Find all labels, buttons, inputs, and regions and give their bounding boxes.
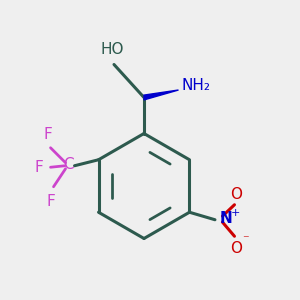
Text: F: F: [43, 127, 52, 142]
Text: NH₂: NH₂: [182, 78, 211, 93]
Text: C: C: [63, 157, 74, 172]
Text: HO: HO: [101, 42, 124, 57]
Polygon shape: [144, 90, 178, 100]
Text: +: +: [231, 208, 240, 218]
Text: O: O: [230, 187, 242, 202]
Text: N: N: [220, 211, 232, 226]
Text: F: F: [34, 160, 43, 175]
Text: O: O: [230, 241, 242, 256]
Text: ⁻: ⁻: [243, 233, 249, 246]
Text: F: F: [46, 194, 55, 209]
